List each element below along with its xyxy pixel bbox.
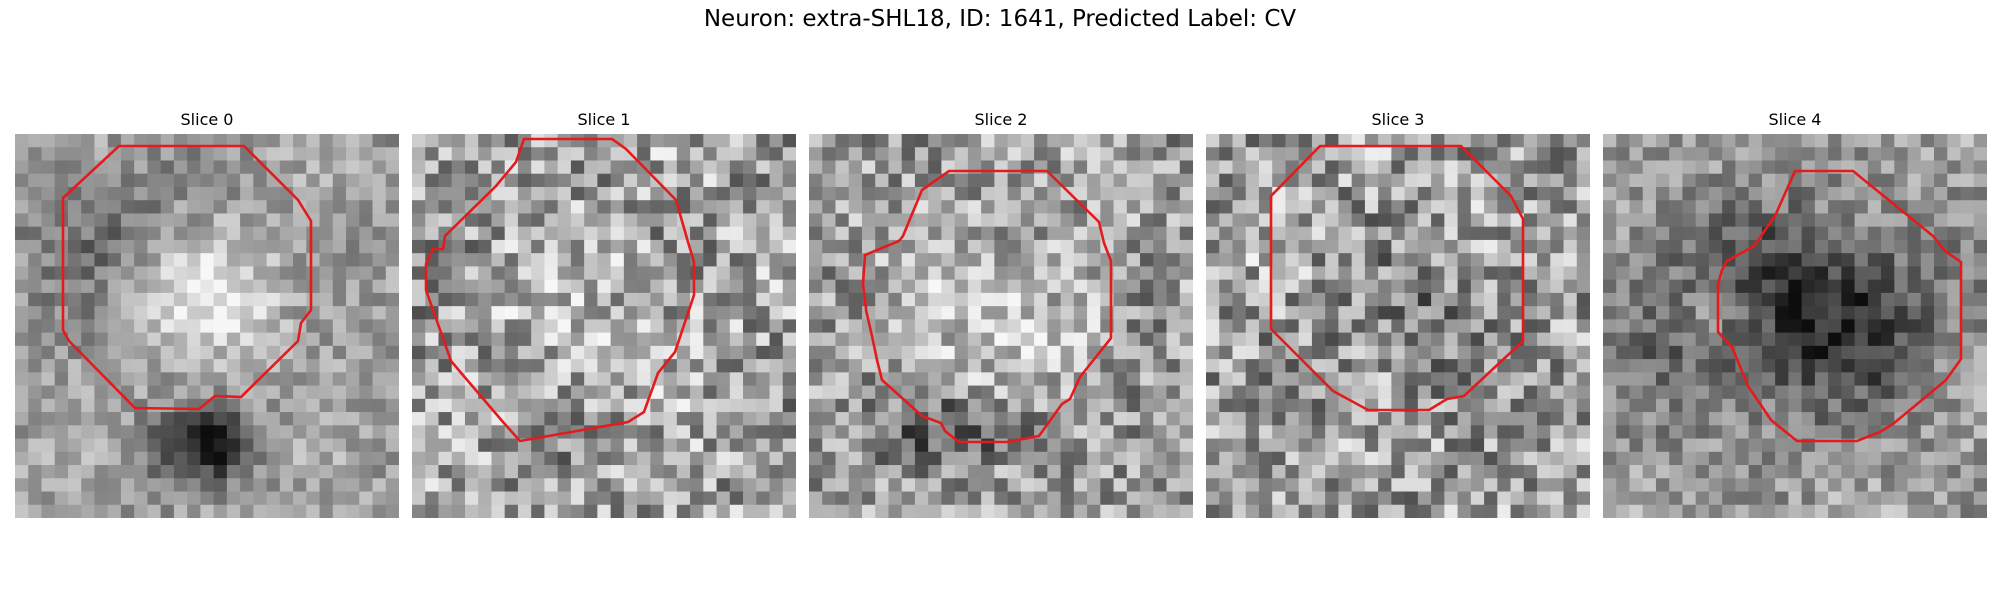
slice-title-4: Slice 4 xyxy=(1768,110,1822,129)
slice-image-0 xyxy=(15,134,399,518)
slice-panel-1: Slice 1 xyxy=(412,0,796,520)
slice-title-1: Slice 1 xyxy=(577,110,631,129)
contour-outline-0 xyxy=(61,144,313,411)
slice-panel-0: Slice 0 xyxy=(15,0,399,520)
slice-title-3: Slice 3 xyxy=(1371,110,1425,129)
slice-panel-2: Slice 2 xyxy=(809,0,1193,520)
contour-outline-2 xyxy=(861,169,1113,444)
slice-panel-4: Slice 4 xyxy=(1603,0,1987,520)
slice-title-2: Slice 2 xyxy=(974,110,1028,129)
slice-image-3 xyxy=(1206,134,1590,518)
contour-outline-3 xyxy=(1269,144,1525,412)
slice-title-0: Slice 0 xyxy=(180,110,234,129)
contour-outline-4 xyxy=(1716,169,1963,443)
slice-image-4 xyxy=(1603,134,1987,518)
slice-image-1 xyxy=(412,134,796,518)
slice-panel-3: Slice 3 xyxy=(1206,0,1590,520)
figure-title: Neuron: extra-SHL18, ID: 1641, Predicted… xyxy=(703,6,1297,32)
contour-outline-1 xyxy=(424,137,696,443)
slice-image-2 xyxy=(809,134,1193,518)
